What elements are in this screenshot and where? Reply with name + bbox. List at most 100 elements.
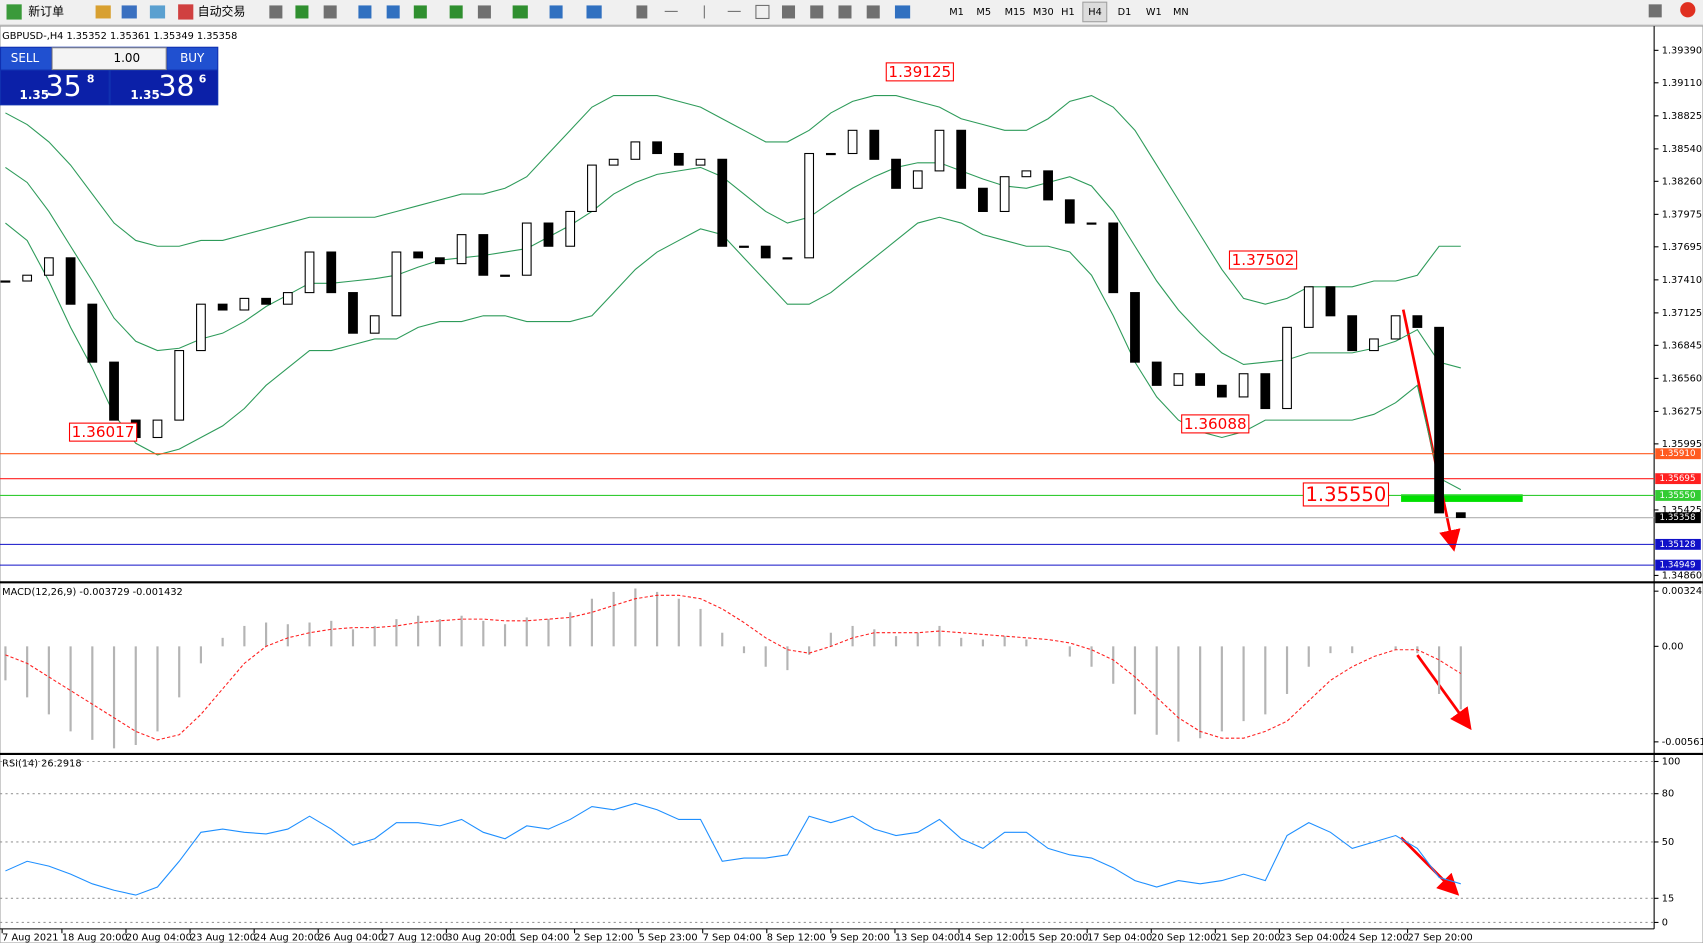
lot-value[interactable]: 1.00: [114, 51, 141, 65]
time-label: 8 Sep 12:00: [767, 933, 826, 943]
candle: [804, 152, 815, 259]
time-label: 24 Aug 20:00: [254, 933, 320, 943]
candle: [261, 297, 271, 305]
timeframe-button[interactable]: M5: [976, 7, 991, 18]
candle: [239, 297, 250, 311]
trend-arrow: [1401, 309, 1461, 552]
y-tick-label: 1.34860: [1662, 570, 1702, 581]
panel-title: MACD(12,26,9) -0.003729 -0.001432: [2, 587, 183, 598]
new-order-button[interactable]: 新订单: [28, 3, 64, 18]
candle: [782, 257, 793, 260]
buy-label[interactable]: BUY: [180, 51, 205, 65]
annotation-box: [1228, 250, 1298, 270]
bid-label: 1.35358: [1660, 513, 1696, 523]
candle: [434, 257, 445, 265]
timeframe-button[interactable]: H4: [1088, 7, 1102, 18]
trend-arrow: [1416, 654, 1472, 731]
buy-button[interactable]: [167, 47, 218, 70]
ask-box[interactable]: [110, 70, 218, 105]
candle: [456, 234, 467, 265]
sell-label[interactable]: SELL: [11, 51, 40, 65]
timeframe-button[interactable]: H1: [1061, 7, 1075, 18]
y-tick-label: 1.36275: [1662, 406, 1702, 417]
candle: [282, 292, 293, 305]
candle: [1086, 222, 1097, 225]
candle: [956, 129, 967, 189]
candle: [717, 158, 728, 247]
candle: [1021, 170, 1032, 178]
candle: [1195, 373, 1206, 386]
candle: [978, 187, 988, 213]
candle: [1347, 315, 1358, 352]
bollinger-band: [5, 162, 1461, 369]
time-label: 30 Aug 20:00: [446, 933, 512, 943]
candle: [739, 245, 749, 248]
time-label: 23 Sep 04:00: [1279, 933, 1344, 943]
time-label: 18 Aug 20:00: [62, 933, 128, 943]
rsi-line: [5, 802, 1461, 896]
y-tick-label: 1.38825: [1662, 111, 1702, 122]
candle: [912, 170, 923, 189]
time-label: 9 Sep 20:00: [831, 933, 890, 943]
sell-button[interactable]: [1, 47, 52, 70]
time-label: 7 Aug 2021: [2, 933, 58, 943]
bid-big: 35: [46, 70, 82, 103]
time-label: 27 Sep 20:00: [1408, 933, 1473, 943]
candle: [1369, 338, 1379, 352]
timeframe-button[interactable]: D1: [1118, 7, 1132, 18]
candle: [1412, 315, 1423, 328]
candle: [543, 222, 554, 247]
auto-trading-button[interactable]: 自动交易: [198, 3, 246, 18]
y-tick-label: 1.37125: [1662, 308, 1702, 319]
candle: [825, 152, 836, 156]
lot-input[interactable]: [51, 47, 167, 71]
icon[interactable]: [95, 5, 111, 19]
icon[interactable]: [149, 5, 166, 19]
ask-big: 38: [159, 70, 195, 103]
auto-trading-icon[interactable]: [178, 4, 194, 20]
candle: [326, 251, 337, 294]
price-annotation: 1.39125: [888, 63, 951, 81]
y-tick-label: 80: [1662, 789, 1674, 800]
chart-window: [0, 25, 1703, 943]
candle: [413, 251, 424, 259]
candle: [391, 251, 402, 317]
candle: [1238, 373, 1249, 398]
annotation-box: [1181, 414, 1250, 434]
y-tick-label: 1.39390: [1662, 45, 1702, 56]
timeframe-button[interactable]: MN: [1173, 7, 1189, 18]
candle: [174, 350, 185, 421]
timeframe-button[interactable]: M1: [949, 7, 964, 18]
candle: [22, 274, 33, 282]
level-label: 1.35695: [1660, 474, 1696, 484]
candle: [673, 152, 684, 166]
candle: [500, 274, 510, 277]
time-label: 5 Sep 23:00: [639, 933, 698, 943]
y-tick-label: 1.37695: [1662, 242, 1702, 253]
candle: [152, 419, 163, 439]
candle: [1303, 286, 1314, 328]
candle: [478, 234, 489, 276]
y-tick-label: 100: [1662, 756, 1681, 767]
timeframe-button[interactable]: W1: [1146, 7, 1162, 18]
time-label: 14 Sep 12:00: [959, 933, 1024, 943]
candle: [869, 129, 880, 160]
level-tag: [1655, 490, 1701, 501]
y-tick-label: 1.39110: [1662, 78, 1702, 89]
candle: [1151, 361, 1162, 386]
candle: [891, 158, 901, 189]
new-order-icon[interactable]: [6, 4, 22, 20]
price-annotation: 1.36017: [72, 423, 135, 441]
candle: [348, 292, 358, 334]
macd-signal: [5, 594, 1462, 741]
candle: [1064, 199, 1075, 224]
level-tag: [1655, 448, 1701, 460]
timeframe-button[interactable]: M30: [1033, 7, 1054, 18]
level-label: 1.34949: [1660, 561, 1696, 571]
icon[interactable]: [121, 5, 137, 19]
candle: [1455, 512, 1466, 519]
candle: [196, 303, 206, 352]
y-tick-label: 1.35995: [1662, 439, 1702, 450]
bid-box[interactable]: [1, 70, 109, 105]
timeframe-button[interactable]: M15: [1005, 7, 1026, 18]
